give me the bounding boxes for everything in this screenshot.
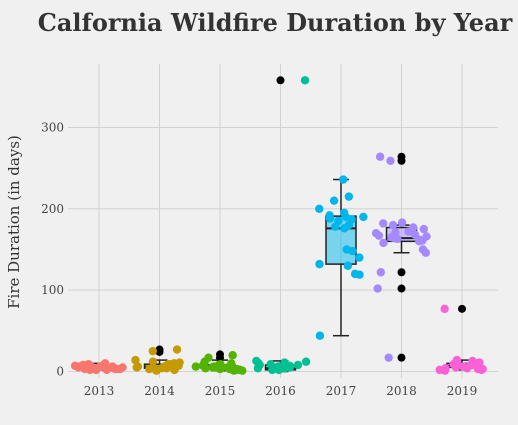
jitter-point: [409, 223, 418, 232]
jitter-point: [418, 245, 428, 254]
jitter-point: [255, 360, 264, 370]
jitter-point: [440, 304, 449, 314]
y-tick-label: 200: [41, 202, 64, 216]
jitter-point: [91, 365, 101, 375]
jitter-point: [397, 218, 407, 227]
outlier-point: [276, 76, 285, 85]
jitter-point: [388, 220, 398, 230]
x-tick-labels: 2013 2014 2015 2016 2017 2018 2019: [84, 384, 478, 398]
jitter-point: [379, 219, 388, 228]
jitter-point: [85, 363, 94, 372]
x-tick-label: 2017: [326, 384, 357, 398]
chart-title: Calfornia Wildfire Duration by Year: [38, 8, 513, 37]
jitter-point: [293, 360, 303, 370]
jitter-point: [419, 224, 428, 234]
jitter-point: [329, 196, 339, 205]
y-tick-label: 0: [56, 364, 64, 378]
jitter-point: [376, 268, 386, 277]
outlier-point: [397, 353, 406, 362]
jitter-point: [418, 236, 427, 245]
jitter-point: [274, 362, 283, 371]
grid-lines: [68, 64, 498, 378]
x-tick-label: 2019: [447, 384, 478, 398]
x-tick-label: 2018: [386, 384, 417, 398]
jitter-point: [355, 253, 364, 262]
jitter-point: [348, 246, 357, 256]
jitter-point: [339, 175, 348, 184]
jitter-point: [315, 331, 325, 340]
jitter-point: [228, 351, 237, 360]
jitter-point: [199, 360, 208, 370]
jitter-point: [371, 229, 381, 238]
jitter-point: [451, 360, 460, 370]
jitter-point: [280, 364, 290, 373]
y-tick-label: 300: [41, 120, 64, 134]
outlier-point: [458, 304, 466, 313]
jitter-point: [172, 345, 182, 354]
jitter-point: [148, 346, 158, 356]
jitter-point: [343, 261, 353, 270]
x-tick-label: 2014: [144, 384, 175, 398]
jitter-point: [70, 361, 80, 370]
y-tick-labels: 0 100 200 300: [41, 120, 64, 378]
jitter-point: [325, 214, 335, 223]
jitter-point: [350, 269, 360, 279]
jitter-point: [300, 76, 310, 85]
jitter-point: [118, 363, 127, 372]
jitter-point: [145, 364, 154, 374]
jitter-point: [131, 355, 140, 365]
jitter-point: [191, 362, 201, 371]
x-tick-label: 2013: [84, 384, 115, 398]
jitter-point: [391, 228, 400, 237]
jitter-point: [170, 365, 179, 375]
jitter-point: [473, 364, 483, 374]
jitter-point: [232, 364, 242, 374]
jitter-point: [359, 212, 368, 222]
outlier-point: [155, 345, 164, 354]
jitter-point: [148, 357, 158, 366]
jitter-point: [340, 208, 349, 218]
jitter-point: [331, 222, 340, 231]
jitter-point: [164, 359, 173, 369]
jitter-point: [315, 259, 324, 269]
jitter-point: [386, 156, 395, 166]
jitter-point: [344, 192, 354, 201]
jitter-point: [375, 152, 385, 161]
outlier-point: [397, 268, 406, 277]
x-tick-label: 2016: [265, 384, 296, 398]
y-axis-label: Fire Duration (in days): [5, 135, 23, 309]
jitter-point: [301, 357, 311, 366]
jitter-point: [410, 230, 420, 240]
jitter-point: [109, 364, 118, 373]
jitter-point: [384, 353, 393, 362]
data-points: [70, 76, 487, 375]
jitter-point: [441, 364, 450, 373]
outlier-point: [397, 284, 406, 293]
jitter-point: [175, 358, 184, 367]
jitter-point: [468, 356, 477, 366]
jitter-point: [99, 360, 108, 370]
jitter-point: [373, 284, 382, 293]
jitter-point: [379, 238, 388, 248]
x-tick-label: 2015: [205, 384, 236, 398]
jitter-point: [133, 362, 143, 371]
y-tick-label: 100: [41, 283, 64, 297]
jitter-point: [208, 363, 217, 372]
jitter-point: [459, 362, 468, 371]
outlier-point: [216, 350, 224, 359]
jitter-point: [315, 204, 324, 213]
jitter-point: [266, 359, 275, 369]
outlier-point: [397, 152, 406, 161]
